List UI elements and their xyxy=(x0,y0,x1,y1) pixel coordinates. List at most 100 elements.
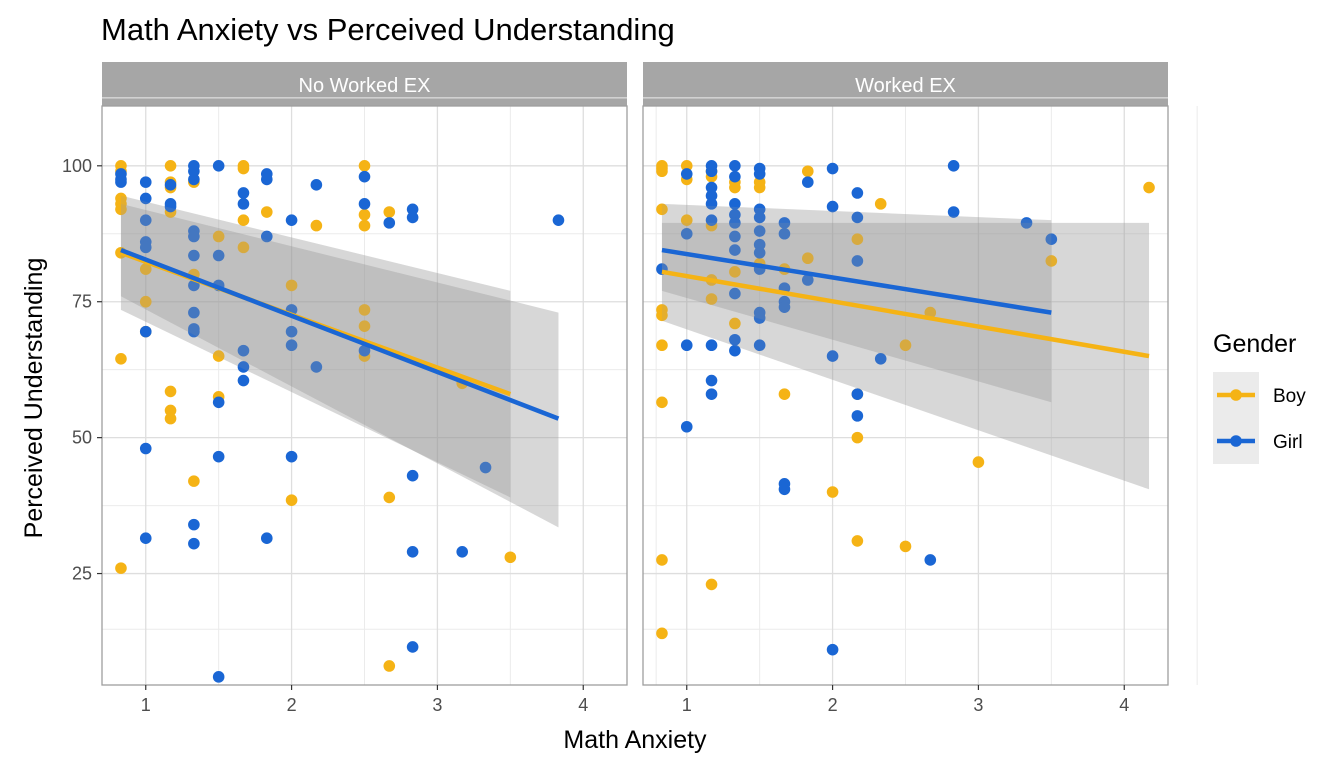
x-tick-label: 2 xyxy=(828,695,838,715)
data-point-girl xyxy=(237,374,250,387)
data-point-girl xyxy=(680,227,693,240)
data-point-girl xyxy=(705,374,718,387)
data-point-girl xyxy=(778,227,791,240)
chart-title: Math Anxiety vs Perceived Understanding xyxy=(101,12,675,47)
data-point-girl xyxy=(851,388,864,400)
x-axis-title: Math Anxiety xyxy=(563,726,707,754)
x-tick-label: 1 xyxy=(141,695,151,715)
data-point-girl xyxy=(358,170,371,183)
data-point-girl xyxy=(285,450,298,463)
data-point-girl xyxy=(164,200,177,213)
data-point-girl xyxy=(826,643,839,656)
data-point-boy xyxy=(139,295,152,308)
data-point-girl xyxy=(115,176,127,188)
data-point-girl xyxy=(729,170,741,183)
legend-key-girl: Girl xyxy=(1213,418,1303,464)
data-point-girl xyxy=(753,168,766,180)
data-point-girl xyxy=(188,173,200,186)
data-point-boy xyxy=(656,627,668,640)
data-point-boy xyxy=(801,252,814,265)
data-point-girl xyxy=(406,546,419,558)
data-point-girl xyxy=(237,187,250,199)
data-point-boy xyxy=(115,562,127,574)
x-tick-label: 4 xyxy=(1119,695,1129,715)
data-point-boy xyxy=(139,263,152,275)
data-point-girl xyxy=(139,241,152,254)
data-point-boy xyxy=(899,540,912,553)
data-point-girl xyxy=(729,344,741,357)
data-point-girl xyxy=(406,211,419,224)
data-point-girl xyxy=(552,214,565,226)
data-point-girl xyxy=(826,200,839,213)
data-point-girl xyxy=(851,211,864,224)
data-point-girl xyxy=(237,344,250,357)
data-point-girl xyxy=(729,217,741,229)
trend-line-girl xyxy=(661,247,1052,315)
data-point-girl xyxy=(729,230,741,243)
data-point-girl xyxy=(753,246,766,259)
legend-key-point xyxy=(1230,389,1242,401)
data-point-boy xyxy=(237,241,250,254)
data-point-boy xyxy=(358,208,371,221)
trend-line-boy xyxy=(661,269,1150,359)
data-point-boy xyxy=(851,431,864,444)
legend-key-point xyxy=(1230,435,1242,447)
data-point-girl xyxy=(310,179,323,191)
data-point-girl xyxy=(212,671,225,683)
legend-title: Gender xyxy=(1213,330,1296,358)
data-point-girl xyxy=(705,214,718,226)
data-point-boy xyxy=(851,233,864,245)
facet-panels: No Worked EX 1 2 3 4 25 50 75 100 Worked EX 1 2 3 4 xyxy=(62,62,1198,715)
facet-strip xyxy=(102,62,627,106)
confidence-bands xyxy=(120,195,559,528)
data-point-girl xyxy=(705,181,718,194)
data-point-girl xyxy=(212,396,225,409)
data-point-boy xyxy=(656,339,668,352)
data-point-girl xyxy=(801,274,814,286)
legend-label-boy: Boy xyxy=(1273,386,1306,407)
data-point-girl xyxy=(947,206,960,218)
data-point-girl xyxy=(826,162,839,175)
y-tick-label: 75 xyxy=(72,292,92,312)
data-point-girl xyxy=(188,230,200,243)
x-tick-label: 3 xyxy=(973,695,983,715)
data-point-girl xyxy=(406,469,419,482)
data-point-girl xyxy=(479,461,492,474)
data-point-girl xyxy=(188,518,200,531)
data-point-boy xyxy=(680,160,693,172)
data-point-boy xyxy=(899,339,912,352)
data-point-girl xyxy=(729,244,741,256)
data-point-girl xyxy=(753,312,766,324)
data-point-boy xyxy=(164,412,177,425)
data-point-girl xyxy=(456,546,469,558)
data-point-girl xyxy=(358,344,371,357)
data-point-boy xyxy=(358,320,371,332)
facet-strip-label: Worked EX xyxy=(855,75,956,97)
data-point-girl xyxy=(705,388,718,400)
data-point-girl xyxy=(753,211,766,224)
data-point-girl xyxy=(947,160,960,172)
y-axis-title: Perceived Understanding xyxy=(20,258,48,539)
data-point-girl xyxy=(285,339,298,352)
legend: Gender Boy Girl xyxy=(1213,330,1306,464)
data-point-boy xyxy=(358,219,371,232)
x-tick-label: 4 xyxy=(578,695,588,715)
data-point-girl xyxy=(188,325,200,338)
data-point-girl xyxy=(260,230,273,243)
data-point-girl xyxy=(801,176,814,188)
data-point-boy xyxy=(1143,181,1155,194)
data-point-boy xyxy=(285,494,298,506)
data-point-boy xyxy=(680,214,693,226)
confidence-band xyxy=(120,195,511,498)
data-point-girl xyxy=(753,203,766,216)
data-point-girl xyxy=(874,353,887,365)
legend-label-girl: Girl xyxy=(1273,432,1303,453)
data-point-girl xyxy=(212,450,225,463)
data-point-boy xyxy=(237,214,250,226)
data-point-boy xyxy=(358,160,371,172)
data-point-girl xyxy=(778,483,791,496)
data-point-boy xyxy=(358,304,371,316)
data-point-girl xyxy=(729,333,741,346)
data-point-boy xyxy=(383,660,396,672)
